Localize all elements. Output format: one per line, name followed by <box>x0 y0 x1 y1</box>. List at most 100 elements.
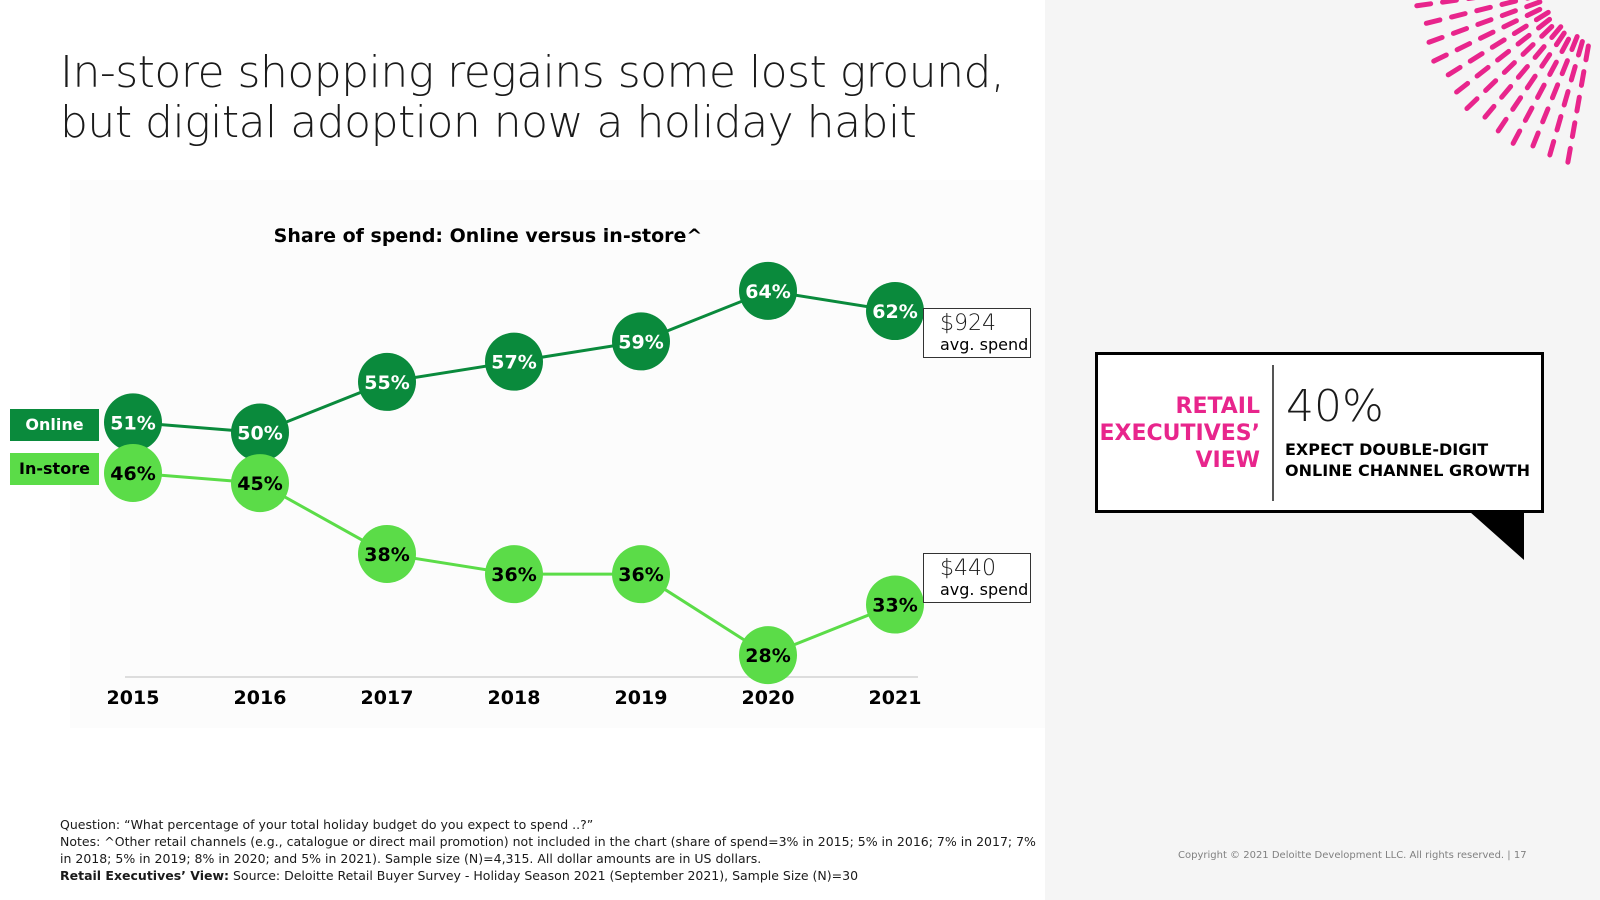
page-title-line-1: In-store shopping regains some lost grou… <box>60 47 1005 98</box>
online-avg-spend-amount: $924 <box>940 311 996 336</box>
page-title-line-2: but digital adoption now a holiday habit <box>60 97 917 148</box>
burst-dash <box>1495 48 1512 63</box>
data-label-online-2019: 59% <box>618 331 663 353</box>
burst-dash <box>1524 73 1538 91</box>
burst-dash <box>1477 29 1496 41</box>
data-label-in-store-2021: 33% <box>872 595 917 617</box>
legend-instore: In-store <box>10 453 99 485</box>
burst-dash <box>1549 82 1561 101</box>
footnotes: Question: “What percentage of your total… <box>60 816 1036 884</box>
burst-dash <box>1547 59 1559 77</box>
footnote-question: Question: “What percentage of your total… <box>60 817 594 832</box>
footnote-notes-line-1: Notes: ^Other retail channels (e.g., cat… <box>60 834 1036 849</box>
data-label-in-store-2019: 36% <box>618 564 663 586</box>
burst-dash <box>1495 116 1509 134</box>
decorative-burst-graphic <box>1414 0 1591 165</box>
data-point-in-store-2019 <box>612 545 670 604</box>
burst-dash <box>1530 130 1541 149</box>
footnote-source: Retail Executives’ View: Source: Deloitt… <box>60 867 1020 884</box>
burst-dash <box>1559 36 1572 55</box>
data-label-online-2016: 50% <box>237 423 282 445</box>
callout-big-value: 40% <box>1286 381 1384 432</box>
callout-text-line-2: ONLINE CHANNEL GROWTH <box>1285 461 1531 480</box>
burst-dash <box>1524 6 1543 19</box>
burst-dash <box>1565 145 1573 165</box>
burst-dash <box>1539 24 1555 39</box>
x-tick-label-2021: 2021 <box>869 687 922 709</box>
burst-dash <box>1449 11 1468 20</box>
burst-dash <box>1464 96 1480 112</box>
data-point-in-store-2021 <box>866 575 924 634</box>
callout-heading-line-2: EXECUTIVES’ <box>1099 421 1260 446</box>
burst-dash <box>1553 30 1567 48</box>
burst-dash <box>1440 0 1459 5</box>
burst-dash <box>1489 37 1507 50</box>
burst-dash <box>1499 8 1518 19</box>
data-label-in-store-2016: 45% <box>237 473 282 495</box>
burst-dash <box>1568 64 1578 83</box>
copyright-notice: Copyright © 2021 Deloitte Development LL… <box>1178 850 1527 861</box>
x-tick-label-2019: 2019 <box>615 687 668 709</box>
burst-dash <box>1414 1 1434 9</box>
burst-dash <box>1454 80 1471 95</box>
callout-pointer-tail <box>1470 512 1524 560</box>
data-point-online-2017 <box>358 352 416 411</box>
data-label-online-2015: 51% <box>110 412 155 434</box>
burst-dash <box>1510 128 1523 146</box>
burst-dash <box>1549 24 1564 40</box>
burst-dash <box>1474 64 1491 79</box>
footnote-source-text: Source: Deloitte Retail Buyer Survey - H… <box>229 868 859 883</box>
data-label-online-2017: 55% <box>364 372 409 394</box>
burst-dash <box>1533 9 1551 23</box>
burst-dash <box>1482 103 1497 120</box>
callout-text-line-1: EXPECT DOUBLE-DIGIT <box>1285 440 1489 459</box>
burst-dash <box>1569 34 1580 53</box>
data-label-online-2020: 64% <box>745 281 790 303</box>
data-point-online-2021 <box>866 282 924 341</box>
burst-dash <box>1431 52 1449 64</box>
burst-dash <box>1467 51 1485 64</box>
burst-dash <box>1501 60 1517 75</box>
burst-dash <box>1423 17 1443 26</box>
burst-dash <box>1483 78 1499 93</box>
data-point-in-store-2015 <box>104 443 162 502</box>
footnote-source-label: Retail Executives’ View: <box>60 868 230 883</box>
data-point-in-store-2020 <box>739 626 797 685</box>
data-point-in-store-2018 <box>485 545 543 604</box>
burst-dash <box>1539 52 1553 69</box>
instore-avg-spend-label: avg. spend <box>940 580 1029 599</box>
chart-title: Share of spend: Online versus in-store^ <box>274 225 703 247</box>
burst-dash <box>1540 106 1551 125</box>
burst-dash <box>1515 64 1530 80</box>
burst-dash <box>1501 18 1519 30</box>
burst-dash <box>1561 89 1571 108</box>
data-point-online-2020 <box>739 261 797 320</box>
share-of-spend-chart: Share of spend: Online versus in-store^ 2… <box>104 225 924 709</box>
data-label-in-store-2018: 36% <box>491 564 536 586</box>
chart-area <box>70 180 1045 728</box>
data-label-online-2018: 57% <box>491 352 536 374</box>
page-title: In-store shopping regains some lost grou… <box>60 48 1020 148</box>
burst-dash <box>1524 0 1543 10</box>
burst-dash <box>1583 43 1591 63</box>
data-point-online-2019 <box>612 312 670 371</box>
burst-dash <box>1499 83 1514 100</box>
data-label-in-store-2017: 38% <box>364 544 409 566</box>
burst-dash <box>1450 26 1470 36</box>
callout-heading-line-3: VIEW <box>1195 448 1260 473</box>
burst-dash <box>1454 41 1473 53</box>
burst-dash <box>1554 113 1564 133</box>
instore-avg-spend-box: $440 avg. spend <box>923 553 1031 603</box>
burst-dash <box>1569 120 1578 140</box>
x-tick-label-2018: 2018 <box>488 687 541 709</box>
data-label-in-store-2015: 46% <box>110 463 155 485</box>
burst-dash <box>1426 34 1445 45</box>
burst-dash <box>1474 4 1493 14</box>
burst-dash <box>1445 64 1463 78</box>
burst-dash <box>1559 58 1570 77</box>
burst-dash <box>1522 105 1535 123</box>
x-tick-label-2020: 2020 <box>742 687 795 709</box>
data-point-in-store-2016 <box>231 454 289 513</box>
data-label-in-store-2020: 28% <box>745 645 790 667</box>
burst-dash <box>1532 44 1547 60</box>
